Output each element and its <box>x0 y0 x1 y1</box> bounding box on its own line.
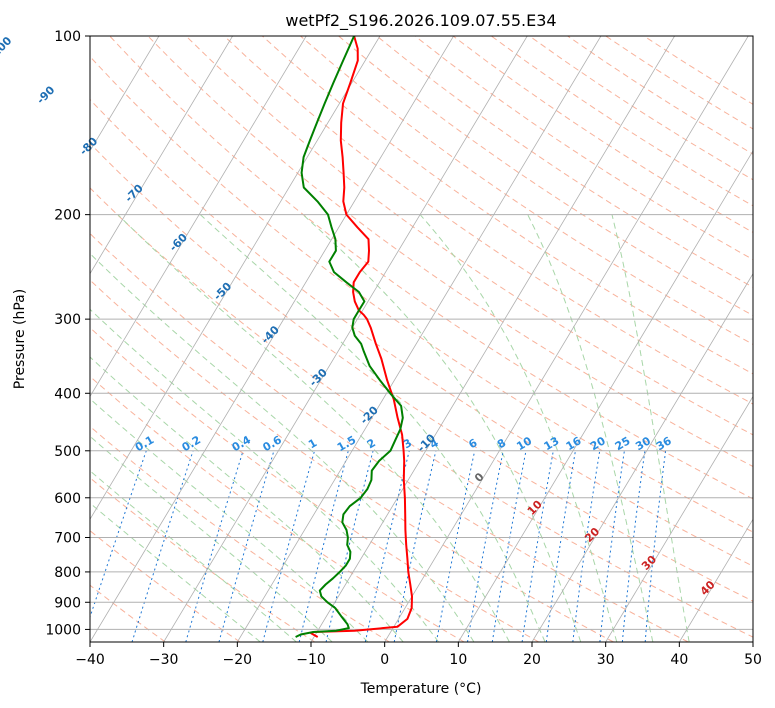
moist-adiabat--20 <box>90 502 261 642</box>
y-tick-label: 800 <box>54 565 81 581</box>
y-axis-label: Pressure (hPa) <box>12 289 28 389</box>
isotherm-label: -90 <box>34 83 57 106</box>
isotherm--70 <box>90 36 233 275</box>
y-tick-label: 1000 <box>45 622 81 638</box>
isotherm--40 <box>90 36 454 642</box>
y-tick-label: 100 <box>54 29 81 45</box>
dry-adiabat-280 <box>90 375 465 642</box>
isotherm--20 <box>236 36 602 642</box>
mixing-ratio-line-4 <box>262 450 315 642</box>
moist-adiabat-0 <box>90 356 404 642</box>
x-tick-label: 50 <box>744 652 762 668</box>
moist-adiabat-20 <box>199 214 546 642</box>
dry-adiabat-400 <box>261 36 753 375</box>
mixing-ratio-line-10 <box>467 450 504 642</box>
mixing-ratio-line-6 <box>325 450 374 642</box>
x-tick-label: 30 <box>597 652 615 668</box>
moist-adiabat--15 <box>90 470 297 642</box>
profiles <box>295 36 413 638</box>
y-tick-label: 400 <box>54 386 81 402</box>
mixing-ratio-line-3 <box>218 450 275 642</box>
x-axis: −40 −30 −20 −10 0 10 20 30 40 50 <box>75 642 762 668</box>
isotherm-20 <box>531 272 753 642</box>
x-tick-label: −40 <box>75 652 105 668</box>
isotherm--100 <box>0 36 12 642</box>
isotherm-0 <box>384 36 749 642</box>
y-tick-label: 700 <box>54 531 81 547</box>
y-tick-label: 600 <box>54 491 81 507</box>
dry-adiabat-310 <box>90 232 689 642</box>
isotherm-10 <box>457 150 753 642</box>
moist-adiabat-10 <box>90 252 475 642</box>
isotherm-30 <box>605 395 753 642</box>
x-tick-label: 40 <box>670 652 688 668</box>
mixing-ratio-line-0 <box>90 450 147 619</box>
dry-adiabat-370 <box>147 36 753 468</box>
y-tick-label: 200 <box>54 208 81 224</box>
x-axis-label: Temperature (°C) <box>360 681 482 697</box>
dry-adiabat-300 <box>90 279 614 642</box>
isotherm--30 <box>163 36 528 642</box>
x-tick-label: −20 <box>223 652 253 668</box>
dry-adiabat-290 <box>90 327 540 642</box>
mixing-ratio-line-8 <box>393 450 437 642</box>
dry-adiabat-340 <box>90 98 753 567</box>
y-tick-label: 500 <box>54 444 81 460</box>
isotherm-label: -100 <box>0 34 15 63</box>
dry-adiabat-270 <box>90 425 390 642</box>
isotherm--60 <box>90 36 307 398</box>
dry-adiabat-250 <box>90 530 241 642</box>
isotherm--10 <box>310 36 675 642</box>
x-tick-label: 20 <box>523 652 541 668</box>
isotherm-50 <box>752 641 753 642</box>
y-tick-label: 900 <box>54 595 81 611</box>
moist-adiabat--10 <box>90 435 333 642</box>
mixing-ratio-line-5 <box>298 450 349 642</box>
mixing-ratio-line-2 <box>185 450 244 642</box>
y-tick-label: 300 <box>54 312 81 328</box>
dry-adiabat-360 <box>109 36 753 500</box>
plot-background <box>90 36 753 642</box>
x-tick-label: 10 <box>449 652 467 668</box>
isotherm--50 <box>90 36 381 520</box>
moist-adiabat-40 <box>611 214 690 642</box>
dry-adiabat-240 <box>90 584 166 642</box>
grid <box>0 36 753 642</box>
mixing-ratio-line-9 <box>435 450 476 642</box>
isotherm--80 <box>90 36 160 152</box>
dry-adiabat-350 <box>90 55 753 533</box>
plot-frame <box>89 35 754 643</box>
dry-adiabats <box>90 36 753 642</box>
chart-title: wetPf2_S196.2026.109.07.55.E34 <box>285 11 556 31</box>
temperature-profile <box>310 36 413 638</box>
x-tick-label: −30 <box>149 652 179 668</box>
dry-adiabat-260 <box>90 477 315 642</box>
x-tick-label: 0 <box>380 652 389 668</box>
dry-adiabat-410 <box>300 36 753 345</box>
mixing-ratio-line-11 <box>491 450 527 642</box>
isotherm-40 <box>678 518 753 642</box>
mixing-ratio-line-7 <box>364 450 410 642</box>
x-tick-label: −10 <box>296 652 326 668</box>
moist-adiabat-15 <box>117 214 510 642</box>
dewpoint-profile <box>295 36 404 638</box>
moist-adiabat-25 <box>302 214 582 642</box>
y-axis: 100 200 300 400 500 600 700 800 900 1000 <box>45 29 90 638</box>
dry-adiabat-330 <box>90 142 753 602</box>
